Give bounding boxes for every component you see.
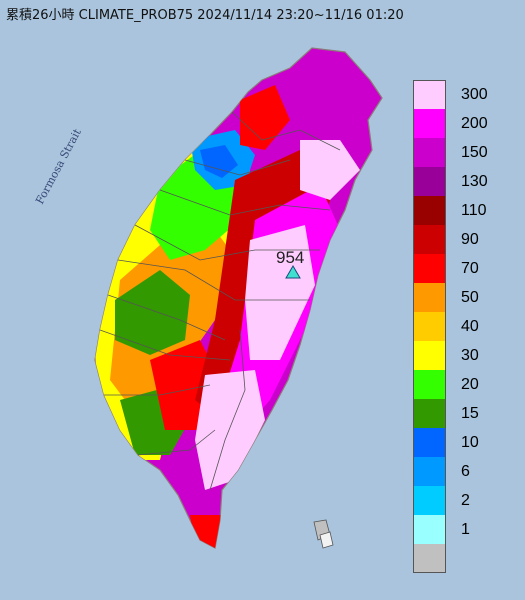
legend-item: 50: [413, 283, 523, 312]
legend-item: 90: [413, 225, 523, 254]
legend-label: 150: [461, 144, 488, 161]
orchid-island: [319, 531, 334, 549]
rain-zone-north-magenta: [270, 55, 375, 150]
legend-swatch: [413, 341, 446, 370]
legend-label: 90: [461, 231, 479, 248]
legend-swatch: [413, 254, 446, 283]
legend-swatch: [413, 544, 446, 573]
legend-item: 130: [413, 167, 523, 196]
rain-zone-taichung-green: [115, 270, 190, 355]
legend-swatch: [413, 312, 446, 341]
legend-swatch: [413, 225, 446, 254]
legend-swatch: [413, 80, 446, 109]
legend-item: 300: [413, 80, 523, 109]
legend-item: 6: [413, 457, 523, 486]
legend-label: 40: [461, 318, 479, 335]
legend-item: 150: [413, 138, 523, 167]
legend-swatch: [413, 515, 446, 544]
legend-label: 300: [461, 86, 488, 103]
station-value-label: 954: [276, 248, 304, 267]
legend-swatch: [413, 457, 446, 486]
legend-label: 20: [461, 376, 479, 393]
legend-item: 200: [413, 109, 523, 138]
legend-label: 6: [461, 463, 470, 480]
legend-item: 30: [413, 341, 523, 370]
legend-swatch: [413, 399, 446, 428]
legend-item: [413, 544, 523, 573]
legend-item: 2: [413, 486, 523, 515]
legend-swatch: [413, 370, 446, 399]
legend-swatch: [413, 138, 446, 167]
legend-swatch: [413, 283, 446, 312]
rain-zone-northeast-pink: [300, 140, 360, 200]
county-boundaries: [99, 111, 341, 491]
legend-item: 1: [413, 515, 523, 544]
legend-swatch: [413, 428, 446, 457]
legend-label: 110: [461, 202, 487, 219]
legend-swatch: [413, 109, 446, 138]
legend-label: 50: [461, 289, 479, 306]
legend-item: 10: [413, 428, 523, 457]
legend-item: 20: [413, 370, 523, 399]
rain-zone-north-red: [240, 85, 290, 150]
rain-zone-central-pink: [245, 225, 315, 360]
legend-label: 70: [461, 260, 479, 277]
legend-item: 40: [413, 312, 523, 341]
legend-swatch: [413, 167, 446, 196]
legend-label: 1: [461, 521, 470, 538]
legend-label: 130: [461, 173, 488, 190]
legend-label: 15: [461, 405, 479, 422]
legend-item: 70: [413, 254, 523, 283]
legend-label: 30: [461, 347, 479, 364]
rain-zone-south-pink: [195, 370, 265, 490]
legend-label: 10: [461, 434, 479, 451]
legend-item: 110: [413, 196, 523, 225]
triangle-marker-icon: [285, 265, 301, 279]
legend-item: 15: [413, 399, 523, 428]
legend-label: 2: [461, 492, 470, 509]
legend-swatch: [413, 486, 446, 515]
map-title: 累積26小時 CLIMATE_PROB75 2024/11/14 23:20~1…: [6, 8, 404, 23]
legend-swatch: [413, 196, 446, 225]
legend-label: 200: [461, 115, 488, 132]
rain-zone-blue-2: [200, 145, 238, 178]
